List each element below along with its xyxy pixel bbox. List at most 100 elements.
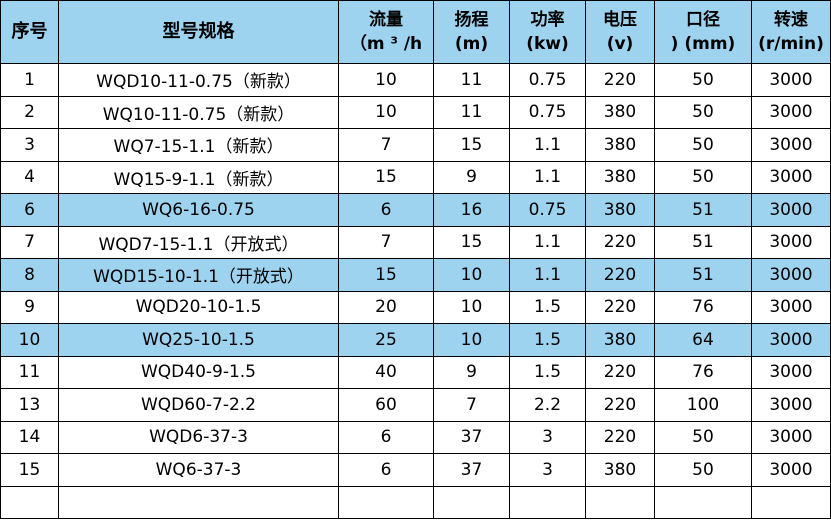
cell-index: 13 (0, 388, 59, 422)
cell-speed: 3000 (751, 193, 831, 227)
cell-voltage: 380 (585, 95, 655, 129)
cell-model: WQ6-37-3 (58, 453, 339, 487)
table-row: 3 WQ7-15-1.1（新款） 7 15 1.1 380 50 3000 (0, 128, 831, 162)
cell-speed (751, 485, 831, 519)
cell-voltage: 380 (585, 160, 655, 194)
header-flow: 流量 （m ³ /h (338, 0, 434, 64)
cell-power: 1.1 (509, 160, 586, 194)
cell-model: WQD20-10-1.5 (58, 290, 339, 324)
cell-diameter: 64 (654, 323, 752, 357)
cell-speed: 3000 (751, 388, 831, 422)
cell-voltage: 380 (585, 453, 655, 487)
cell-diameter: 76 (654, 290, 752, 324)
cell-index: 6 (0, 193, 59, 227)
cell-index: 1 (0, 63, 59, 97)
cell-diameter: 50 (654, 63, 752, 97)
cell-model: WQ25-10-1.5 (58, 323, 339, 357)
cell-model: WQD6-37-3 (58, 420, 339, 454)
cell-index: 2 (0, 95, 59, 129)
cell-power: 3 (509, 420, 586, 454)
cell-power: 1.5 (509, 355, 586, 389)
cell-flow: 60 (338, 388, 434, 422)
cell-voltage: 220 (585, 225, 655, 259)
cell-power: 1.1 (509, 225, 586, 259)
cell-model: WQD60-7-2.2 (58, 388, 339, 422)
cell-flow: 6 (338, 193, 434, 227)
cell-flow: 10 (338, 63, 434, 97)
cell-voltage: 380 (585, 128, 655, 162)
cell-flow: 40 (338, 355, 434, 389)
table-row: 11 WQD40-9-1.5 40 9 1.5 220 76 3000 (0, 355, 831, 389)
cell-head: 7 (433, 388, 510, 422)
cell-diameter: 50 (654, 420, 752, 454)
cell-diameter (654, 485, 752, 519)
header-row: 序号 型号规格 流量 （m ³ /h 扬程 (m) 功率 (kw) 电压 (v) 口径)… (0, 0, 831, 64)
cell-voltage: 220 (585, 290, 655, 324)
cell-power: 1.5 (509, 323, 586, 357)
cell-voltage: 220 (585, 388, 655, 422)
table-row: 6 WQ6-16-0.75 6 16 0.75 380 51 3000 (0, 193, 831, 227)
table-row: 8 WQD15-10-1.1（开放式） 15 10 1.1 220 51 3000 (0, 258, 831, 292)
cell-power: 0.75 (509, 95, 586, 129)
table-row: 10 WQ25-10-1.5 25 10 1.5 380 64 3000 (0, 323, 831, 357)
cell-diameter: 51 (654, 258, 752, 292)
cell-index: 7 (0, 225, 59, 259)
cell-model: WQD15-10-1.1（开放式） (58, 258, 339, 292)
cell-speed: 3000 (751, 355, 831, 389)
cell-power: 1.1 (509, 128, 586, 162)
cell-speed: 3000 (751, 453, 831, 487)
cell-head: 15 (433, 128, 510, 162)
cell-index: 3 (0, 128, 59, 162)
cell-flow: 15 (338, 258, 434, 292)
table-body: 1 WQD10-11-0.75（新款） 10 11 0.75 220 50 3000 2 WQ10… (0, 63, 831, 519)
cell-head: 10 (433, 258, 510, 292)
cell-speed: 3000 (751, 420, 831, 454)
cell-speed: 3000 (751, 95, 831, 129)
cell-model: WQD10-11-0.75（新款） (58, 63, 339, 97)
cell-model (58, 485, 339, 519)
cell-power (509, 485, 586, 519)
cell-speed: 3000 (751, 225, 831, 259)
cell-flow: 10 (338, 95, 434, 129)
table-row: 7 WQD7-15-1.1（开放式） 7 15 1.1 220 51 3000 (0, 225, 831, 259)
table-row: 1 WQD10-11-0.75（新款） 10 11 0.75 220 50 3000 (0, 63, 831, 97)
table-row: 15 WQ6-37-3 6 37 3 380 50 3000 (0, 453, 831, 487)
cell-head: 11 (433, 95, 510, 129)
cell-head (433, 485, 510, 519)
cell-model: WQ6-16-0.75 (58, 193, 339, 227)
cell-power: 1.1 (509, 258, 586, 292)
cell-flow: 7 (338, 225, 434, 259)
table-row: 2 WQ10-11-0.75（新款） 10 11 0.75 380 50 3000 (0, 95, 831, 129)
cell-model: WQD7-15-1.1（开放式） (58, 225, 339, 259)
table-header: 序号 型号规格 流量 （m ³ /h 扬程 (m) 功率 (kw) 电压 (v) 口径)… (0, 0, 831, 64)
header-model: 型号规格 (58, 0, 339, 64)
cell-voltage: 220 (585, 355, 655, 389)
cell-speed: 3000 (751, 128, 831, 162)
cell-index: 15 (0, 453, 59, 487)
cell-index: 11 (0, 355, 59, 389)
cell-model: WQ7-15-1.1（新款） (58, 128, 339, 162)
header-speed: 转速 (r/min) (751, 0, 831, 64)
cell-voltage: 380 (585, 193, 655, 227)
cell-diameter: 50 (654, 128, 752, 162)
cell-power: 2.2 (509, 388, 586, 422)
cell-head: 10 (433, 323, 510, 357)
cell-flow (338, 485, 434, 519)
cell-diameter: 51 (654, 225, 752, 259)
cell-speed: 3000 (751, 290, 831, 324)
cell-model: WQ10-11-0.75（新款） (58, 95, 339, 129)
cell-model: WQD40-9-1.5 (58, 355, 339, 389)
cell-diameter: 51 (654, 193, 752, 227)
cell-speed: 3000 (751, 160, 831, 194)
cell-head: 37 (433, 453, 510, 487)
cell-voltage: 220 (585, 420, 655, 454)
header-power: 功率 (kw) (509, 0, 586, 64)
cell-voltage (585, 485, 655, 519)
cell-head: 9 (433, 355, 510, 389)
cell-index: 9 (0, 290, 59, 324)
cell-power: 1.5 (509, 290, 586, 324)
cell-diameter: 50 (654, 160, 752, 194)
table-row: 9 WQD20-10-1.5 20 10 1.5 220 76 3000 (0, 290, 831, 324)
header-index: 序号 (0, 0, 59, 64)
